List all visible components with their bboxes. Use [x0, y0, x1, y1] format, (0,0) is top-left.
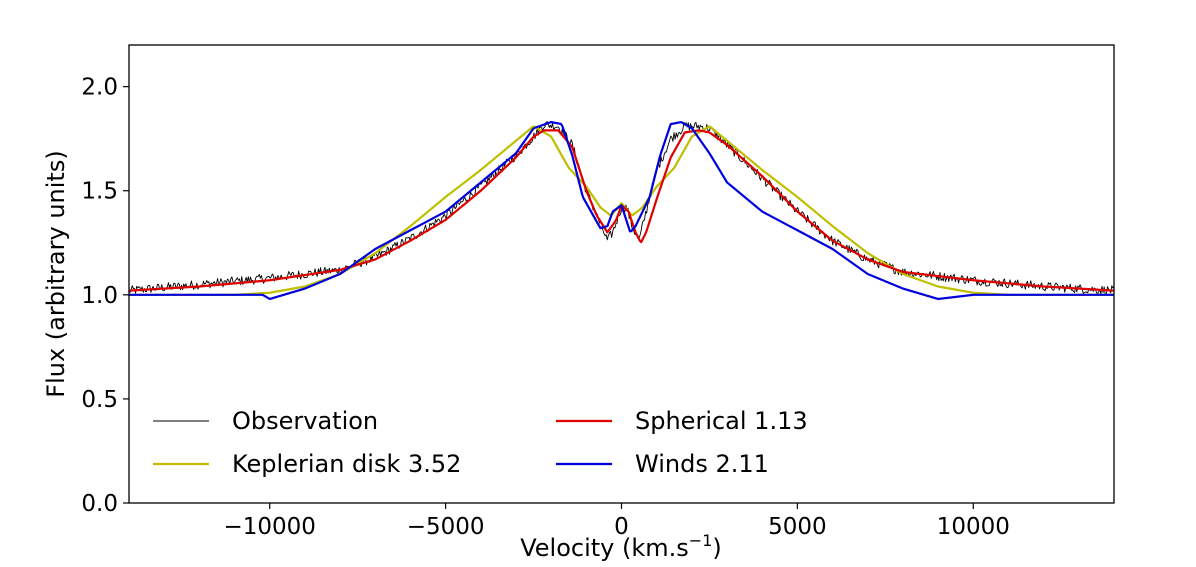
y-axis: 0.0 0.5 1.0 1.5 2.0: [81, 75, 129, 517]
y-tick-label: 0.5: [81, 387, 118, 413]
y-tick-label: 0.0: [81, 491, 118, 517]
x-tick-label: 5000: [768, 514, 827, 540]
y-tick-label: 2.0: [81, 75, 118, 101]
x-tick-label: −5000: [407, 514, 485, 540]
series-line-keplerian-disk: [129, 125, 1114, 296]
y-tick-label: 1.0: [81, 283, 118, 309]
x-axis-title-main: Velocity (km.s: [520, 534, 689, 562]
x-axis-title-superscript: −1: [689, 531, 713, 550]
legend-label-keplerian-disk: Keplerian disk 3.52: [232, 450, 461, 478]
x-tick-label: 0: [614, 514, 629, 540]
series-line-winds: [129, 120, 1114, 301]
legend-label-winds: Winds 2.11: [635, 450, 769, 478]
y-axis-title: Flux (arbitrary units): [42, 150, 70, 397]
x-axis-title-suffix: ): [712, 534, 721, 562]
x-tick-label: −10000: [223, 514, 315, 540]
legend-label-spherical: Spherical 1.13: [635, 407, 808, 435]
legend-label-observation: Observation: [232, 407, 378, 435]
x-axis: −10000 −5000 0 5000 10000: [223, 503, 1010, 540]
y-tick-label: 1.5: [81, 179, 118, 205]
x-axis-title: Velocity (km.s−1): [520, 531, 722, 562]
series-layer: [129, 120, 1114, 301]
legend: Observation Keplerian disk 3.52 Spherical …: [153, 407, 808, 478]
x-tick-label: 10000: [937, 514, 1010, 540]
